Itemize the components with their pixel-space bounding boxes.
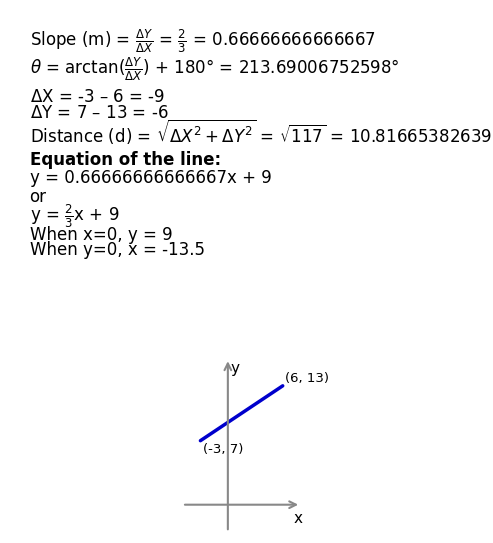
Text: (6, 13): (6, 13) — [284, 372, 328, 385]
Text: Equation of the line:: Equation of the line: — [30, 150, 221, 169]
Text: x: x — [294, 511, 303, 526]
Text: $\Delta$X = -3 – 6 = -9: $\Delta$X = -3 – 6 = -9 — [30, 87, 165, 106]
Text: Slope (m) = $\frac{\Delta Y}{\Delta X}$ = $\frac{2}{3}$ = 0.66666666666667: Slope (m) = $\frac{\Delta Y}{\Delta X}$ … — [30, 28, 376, 55]
Text: When y=0, x = -13.5: When y=0, x = -13.5 — [30, 241, 205, 259]
Text: y: y — [230, 361, 239, 376]
Text: $\theta$ = arctan($\frac{\Delta Y}{\Delta X}$) + 180° = 213.69006752598°: $\theta$ = arctan($\frac{\Delta Y}{\Delt… — [30, 56, 399, 83]
Text: y = $\frac{2}{3}$x + 9: y = $\frac{2}{3}$x + 9 — [30, 203, 119, 230]
Text: y = 0.66666666666667x + 9: y = 0.66666666666667x + 9 — [30, 169, 271, 187]
Text: $\Delta$Y = 7 – 13 = -6: $\Delta$Y = 7 – 13 = -6 — [30, 104, 168, 122]
Text: Distance (d) = $\sqrt{\Delta X^2 + \Delta Y^2}$ = $\sqrt{117}$ = 10.816653826392: Distance (d) = $\sqrt{\Delta X^2 + \Delt… — [30, 117, 493, 146]
Text: When x=0, y = 9: When x=0, y = 9 — [30, 225, 172, 244]
Text: (-3, 7): (-3, 7) — [203, 443, 244, 456]
Text: or: or — [30, 187, 46, 206]
